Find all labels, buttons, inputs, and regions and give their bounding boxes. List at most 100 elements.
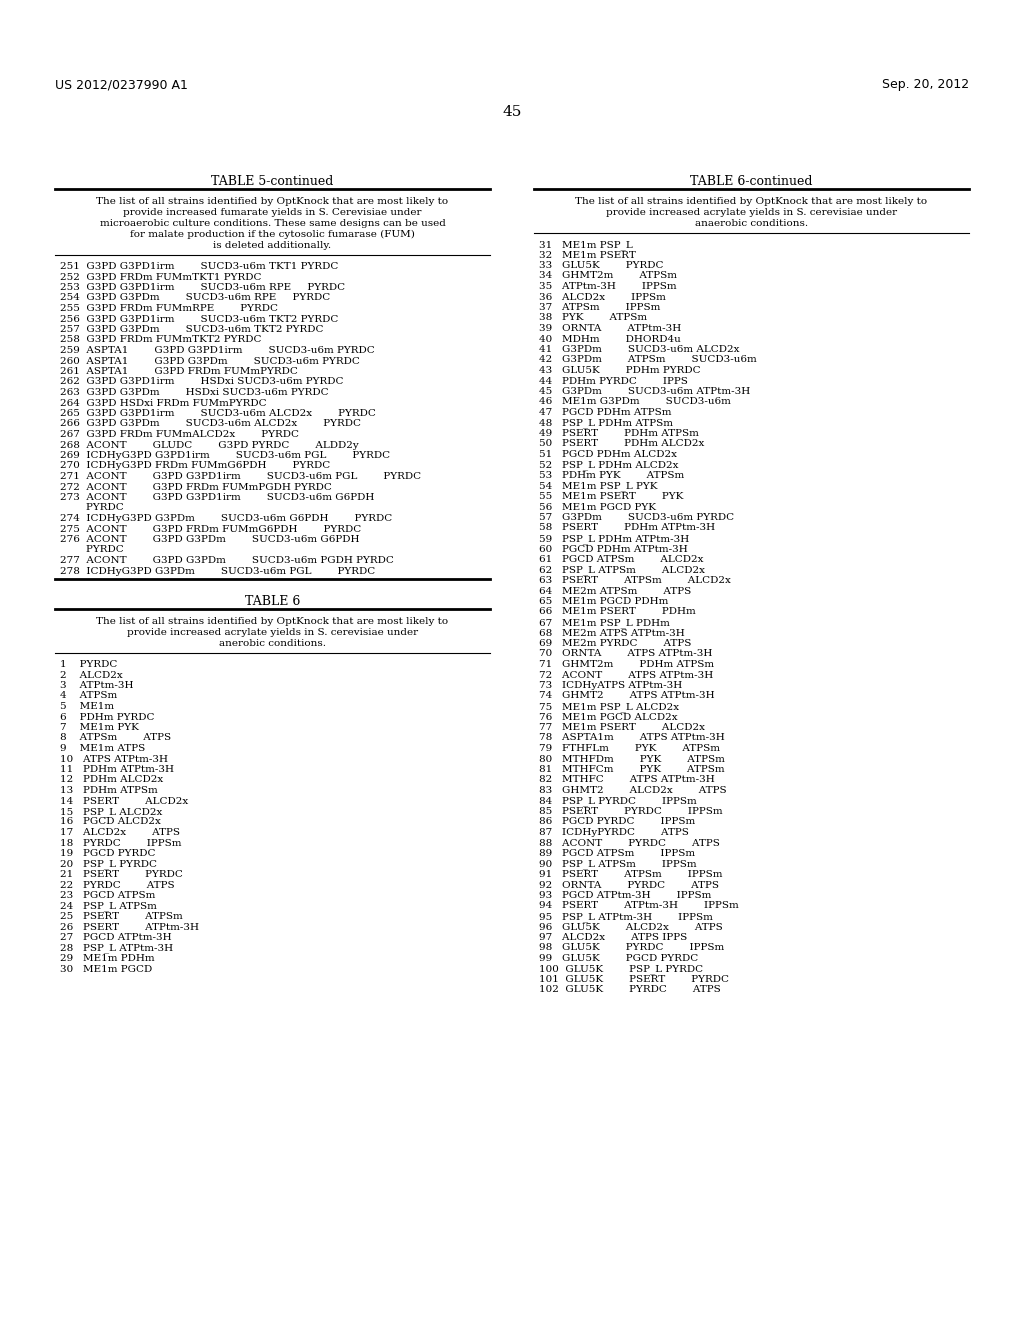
Text: microaerobic culture conditions. These same designs can be used: microaerobic culture conditions. These s…	[99, 219, 445, 228]
Text: 34   GHMT2m        ATPSm: 34 GHMT2m ATPSm	[539, 272, 677, 281]
Text: 98   GLU5K        PYRDC        IPPSm: 98 GLU5K PYRDC IPPSm	[539, 944, 724, 953]
Text: 71   GHMT2m        PDHm ATPSm: 71 GHMT2m PDHm ATPSm	[539, 660, 714, 669]
Text: 86   PGCD PYRDC        IPPSm: 86 PGCD PYRDC IPPSm	[539, 817, 695, 826]
Text: provide increased fumarate yields in S. Cerevisiae under: provide increased fumarate yields in S. …	[123, 209, 422, 216]
Text: 99   GLU5K        PGCD PYRDC: 99 GLU5K PGCD PYRDC	[539, 954, 698, 964]
Text: 25   PSERT        ATPSm: 25 PSERT ATPSm	[60, 912, 182, 921]
Text: 9    ME1m ATPS: 9 ME1m ATPS	[60, 744, 145, 752]
Text: 78   ASPTA1m        ATPS ATPtm-3H: 78 ASPTA1m ATPS ATPtm-3H	[539, 734, 725, 742]
Text: 258  G3PD FRDm FUMmTKT2 PYRDC: 258 G3PD FRDm FUMmTKT2 PYRDC	[60, 335, 261, 345]
Text: 62   PSP_L ATPSm        ALCD2x: 62 PSP_L ATPSm ALCD2x	[539, 565, 705, 576]
Text: 20   PSP_L PYRDC: 20 PSP_L PYRDC	[60, 859, 157, 869]
Text: 269  ICDHyG3PD G3PD1irm        SUCD3-u6m PGL        PYRDC: 269 ICDHyG3PD G3PD1irm SUCD3-u6m PGL PYR…	[60, 451, 390, 459]
Text: PYRDC: PYRDC	[60, 503, 124, 512]
Text: 21   PSERT        PYRDC: 21 PSERT PYRDC	[60, 870, 183, 879]
Text: The list of all strains identified by OptKnock that are most likely to: The list of all strains identified by Op…	[575, 197, 928, 206]
Text: 65   ME1m PGCD PDHm: 65 ME1m PGCD PDHm	[539, 597, 669, 606]
Text: 268  ACONT        GLUDC        G3PD PYRDC        ALDD2y: 268 ACONT GLUDC G3PD PYRDC ALDD2y	[60, 441, 358, 450]
Text: 91   PSERT        ATPSm        IPPSm: 91 PSERT ATPSm IPPSm	[539, 870, 723, 879]
Text: 2    ALCD2x: 2 ALCD2x	[60, 671, 123, 680]
Text: 29   ME1m PDHm: 29 ME1m PDHm	[60, 954, 155, 964]
Text: 76   ME1m PGCD ALCD2x: 76 ME1m PGCD ALCD2x	[539, 713, 678, 722]
Text: 85   PSERT        PYRDC        IPPSm: 85 PSERT PYRDC IPPSm	[539, 807, 723, 816]
Text: 79   FTHFLm        PYK        ATPSm: 79 FTHFLm PYK ATPSm	[539, 744, 720, 752]
Text: 80   MTHFDm        PYK        ATPSm: 80 MTHFDm PYK ATPSm	[539, 755, 725, 763]
Text: 64   ME2m ATPSm        ATPS: 64 ME2m ATPSm ATPS	[539, 586, 691, 595]
Text: 72   ACONT        ATPS ATPtm-3H: 72 ACONT ATPS ATPtm-3H	[539, 671, 714, 680]
Text: Sep. 20, 2012: Sep. 20, 2012	[882, 78, 969, 91]
Text: 69   ME2m PYRDC        ATPS: 69 ME2m PYRDC ATPS	[539, 639, 691, 648]
Text: 267  G3PD FRDm FUMmALCD2x        PYRDC: 267 G3PD FRDm FUMmALCD2x PYRDC	[60, 430, 299, 440]
Text: 4    ATPSm: 4 ATPSm	[60, 692, 118, 701]
Text: 90   PSP_L ATPSm        IPPSm: 90 PSP_L ATPSm IPPSm	[539, 859, 696, 869]
Text: 28   PSP_L ATPtm-3H: 28 PSP_L ATPtm-3H	[60, 944, 173, 953]
Text: 55   ME1m PSERT        PYK: 55 ME1m PSERT PYK	[539, 492, 683, 502]
Text: 263  G3PD G3PDm        HSDxi SUCD3-u6m PYRDC: 263 G3PD G3PDm HSDxi SUCD3-u6m PYRDC	[60, 388, 329, 397]
Text: 35   ATPtm-3H        IPPSm: 35 ATPtm-3H IPPSm	[539, 282, 677, 290]
Text: 259  ASPTA1        G3PD G3PD1irm        SUCD3-u6m PYRDC: 259 ASPTA1 G3PD G3PD1irm SUCD3-u6m PYRDC	[60, 346, 375, 355]
Text: 31   ME1m PSP_L: 31 ME1m PSP_L	[539, 240, 633, 249]
Text: 70   ORNTA        ATPS ATPtm-3H: 70 ORNTA ATPS ATPtm-3H	[539, 649, 713, 659]
Text: 53   PDHm PYK        ATPSm: 53 PDHm PYK ATPSm	[539, 471, 684, 480]
Text: US 2012/0237990 A1: US 2012/0237990 A1	[55, 78, 187, 91]
Text: The list of all strains identified by OptKnock that are most likely to: The list of all strains identified by Op…	[96, 616, 449, 626]
Text: 7    ME1m PYK: 7 ME1m PYK	[60, 723, 139, 733]
Text: 102  GLU5K        PYRDC        ATPS: 102 GLU5K PYRDC ATPS	[539, 986, 721, 994]
Text: 89   PGCD ATPSm        IPPSm: 89 PGCD ATPSm IPPSm	[539, 849, 695, 858]
Text: 23   PGCD ATPSm: 23 PGCD ATPSm	[60, 891, 156, 900]
Text: 54   ME1m PSP_L PYK: 54 ME1m PSP_L PYK	[539, 482, 657, 491]
Text: 88   ACONT        PYRDC        ATPS: 88 ACONT PYRDC ATPS	[539, 838, 720, 847]
Text: 15   PSP_L ALCD2x: 15 PSP_L ALCD2x	[60, 807, 163, 817]
Text: 42   G3PDm        ATPSm        SUCD3-u6m: 42 G3PDm ATPSm SUCD3-u6m	[539, 355, 757, 364]
Text: 27   PGCD ATPtm-3H: 27 PGCD ATPtm-3H	[60, 933, 172, 942]
Text: 261  ASPTA1        G3PD FRDm FUMmPYRDC: 261 ASPTA1 G3PD FRDm FUMmPYRDC	[60, 367, 298, 376]
Text: 8    ATPSm        ATPS: 8 ATPSm ATPS	[60, 734, 171, 742]
Text: 274  ICDHyG3PD G3PDm        SUCD3-u6m G6PDH        PYRDC: 274 ICDHyG3PD G3PDm SUCD3-u6m G6PDH PYRD…	[60, 513, 392, 523]
Text: 45   G3PDm        SUCD3-u6m ATPtm-3H: 45 G3PDm SUCD3-u6m ATPtm-3H	[539, 387, 751, 396]
Text: 26   PSERT        ATPtm-3H: 26 PSERT ATPtm-3H	[60, 923, 199, 932]
Text: TABLE 6-continued: TABLE 6-continued	[690, 176, 813, 187]
Text: 255  G3PD FRDm FUMmRPE        PYRDC: 255 G3PD FRDm FUMmRPE PYRDC	[60, 304, 278, 313]
Text: 61   PGCD ATPSm        ALCD2x: 61 PGCD ATPSm ALCD2x	[539, 554, 703, 564]
Text: 46   ME1m G3PDm        SUCD3-u6m: 46 ME1m G3PDm SUCD3-u6m	[539, 397, 731, 407]
Text: 101  GLU5K        PSERT        PYRDC: 101 GLU5K PSERT PYRDC	[539, 975, 729, 983]
Text: 254  G3PD G3PDm        SUCD3-u6m RPE     PYRDC: 254 G3PD G3PDm SUCD3-u6m RPE PYRDC	[60, 293, 331, 302]
Text: provide increased acrylate yields in S. cerevisiae under: provide increased acrylate yields in S. …	[606, 209, 897, 216]
Text: 44   PDHm PYRDC        IPPS: 44 PDHm PYRDC IPPS	[539, 376, 688, 385]
Text: 93   PGCD ATPtm-3H        IPPSm: 93 PGCD ATPtm-3H IPPSm	[539, 891, 712, 900]
Text: 41   G3PDm        SUCD3-u6m ALCD2x: 41 G3PDm SUCD3-u6m ALCD2x	[539, 345, 739, 354]
Text: 252  G3PD FRDm FUMmTKT1 PYRDC: 252 G3PD FRDm FUMmTKT1 PYRDC	[60, 272, 261, 281]
Text: 270  ICDHyG3PD FRDm FUMmG6PDH        PYRDC: 270 ICDHyG3PD FRDm FUMmG6PDH PYRDC	[60, 462, 331, 470]
Text: 60   PGCD PDHm ATPtm-3H: 60 PGCD PDHm ATPtm-3H	[539, 544, 688, 553]
Text: 275  ACONT        G3PD FRDm FUMmG6PDH        PYRDC: 275 ACONT G3PD FRDm FUMmG6PDH PYRDC	[60, 524, 361, 533]
Text: 6    PDHm PYRDC: 6 PDHm PYRDC	[60, 713, 155, 722]
Text: 37   ATPSm        IPPSm: 37 ATPSm IPPSm	[539, 304, 660, 312]
Text: 68   ME2m ATPS ATPtm-3H: 68 ME2m ATPS ATPtm-3H	[539, 628, 685, 638]
Text: 257  G3PD G3PDm        SUCD3-u6m TKT2 PYRDC: 257 G3PD G3PDm SUCD3-u6m TKT2 PYRDC	[60, 325, 324, 334]
Text: 18   PYRDC        IPPSm: 18 PYRDC IPPSm	[60, 838, 181, 847]
Text: 77   ME1m PSERT        ALCD2x: 77 ME1m PSERT ALCD2x	[539, 723, 705, 733]
Text: 56   ME1m PGCD PYK: 56 ME1m PGCD PYK	[539, 503, 656, 511]
Text: 16   PGCD ALCD2x: 16 PGCD ALCD2x	[60, 817, 161, 826]
Text: 262  G3PD G3PD1irm        HSDxi SUCD3-u6m PYRDC: 262 G3PD G3PD1irm HSDxi SUCD3-u6m PYRDC	[60, 378, 343, 387]
Text: 277  ACONT        G3PD G3PDm        SUCD3-u6m PGDH PYRDC: 277 ACONT G3PD G3PDm SUCD3-u6m PGDH PYRD…	[60, 556, 394, 565]
Text: 97   ALCD2x        ATPS IPPS: 97 ALCD2x ATPS IPPS	[539, 933, 687, 942]
Text: 272  ACONT        G3PD FRDm FUMmPGDH PYRDC: 272 ACONT G3PD FRDm FUMmPGDH PYRDC	[60, 483, 332, 491]
Text: 47   PGCD PDHm ATPSm: 47 PGCD PDHm ATPSm	[539, 408, 672, 417]
Text: 50   PSERT        PDHm ALCD2x: 50 PSERT PDHm ALCD2x	[539, 440, 705, 449]
Text: 75   ME1m PSP_L ALCD2x: 75 ME1m PSP_L ALCD2x	[539, 702, 679, 711]
Text: 58   PSERT        PDHm ATPtm-3H: 58 PSERT PDHm ATPtm-3H	[539, 524, 715, 532]
Text: provide increased acrylate yields in S. cerevisiae under: provide increased acrylate yields in S. …	[127, 628, 418, 638]
Text: 63   PSERT        ATPSm        ALCD2x: 63 PSERT ATPSm ALCD2x	[539, 576, 731, 585]
Text: 256  G3PD G3PD1irm        SUCD3-u6m TKT2 PYRDC: 256 G3PD G3PD1irm SUCD3-u6m TKT2 PYRDC	[60, 314, 338, 323]
Text: for malate production if the cytosolic fumarase (FUM): for malate production if the cytosolic f…	[130, 230, 415, 239]
Text: 10   ATPS ATPtm-3H: 10 ATPS ATPtm-3H	[60, 755, 168, 763]
Text: 84   PSP_L PYRDC        IPPSm: 84 PSP_L PYRDC IPPSm	[539, 796, 696, 807]
Text: 5    ME1m: 5 ME1m	[60, 702, 114, 711]
Text: 52   PSP_L PDHm ALCD2x: 52 PSP_L PDHm ALCD2x	[539, 461, 679, 470]
Text: 45: 45	[503, 106, 521, 119]
Text: 67   ME1m PSP_L PDHm: 67 ME1m PSP_L PDHm	[539, 618, 670, 628]
Text: 266  G3PD G3PDm        SUCD3-u6m ALCD2x        PYRDC: 266 G3PD G3PDm SUCD3-u6m ALCD2x PYRDC	[60, 420, 361, 429]
Text: 51   PGCD PDHm ALCD2x: 51 PGCD PDHm ALCD2x	[539, 450, 677, 459]
Text: anaerobic conditions.: anaerobic conditions.	[695, 219, 808, 228]
